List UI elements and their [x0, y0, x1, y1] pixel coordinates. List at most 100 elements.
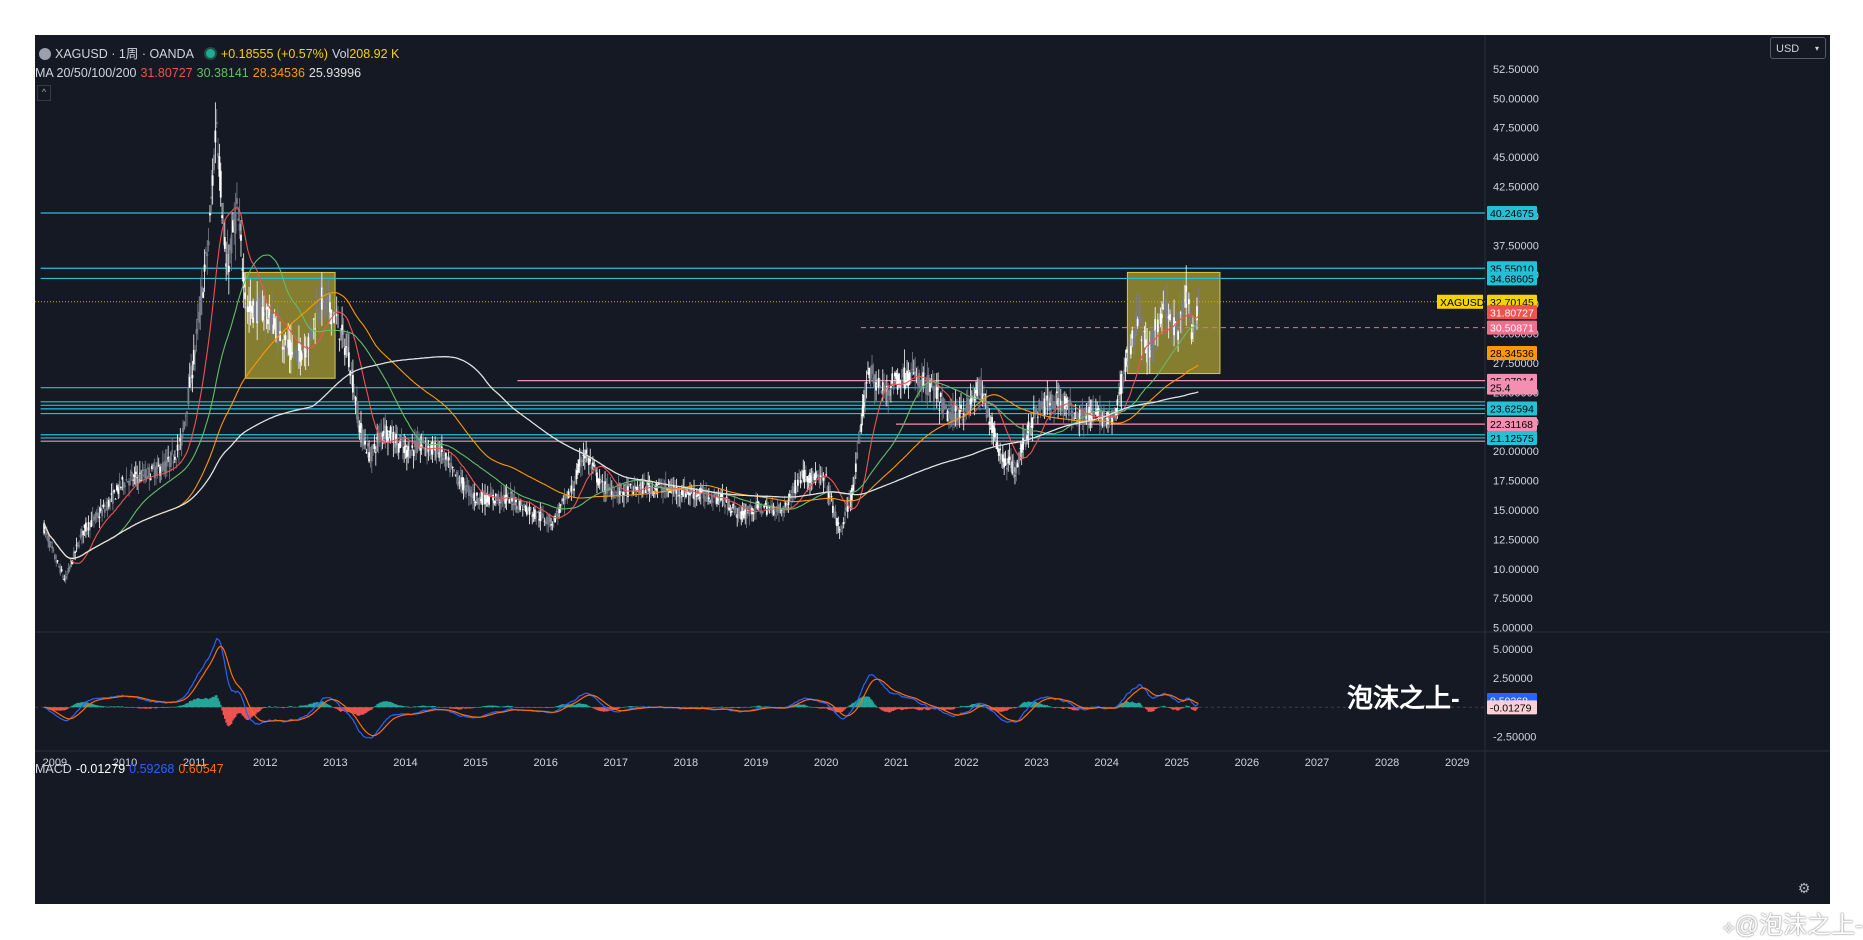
macd-hist-bar: [850, 703, 853, 708]
macd-hist-bar: [695, 707, 698, 708]
macd-hist-bar: [365, 707, 368, 713]
candle-body: [1038, 400, 1041, 412]
macd-hist-bar: [926, 707, 929, 711]
macd-hist-bar: [538, 707, 540, 708]
macd-hist-bar: [225, 707, 227, 723]
macd-hist-bar: [219, 704, 222, 708]
macd-hist-bar: [472, 707, 474, 709]
candle-body: [463, 488, 466, 491]
macd-hist-bar: [253, 707, 256, 716]
macd-hist-bar: [996, 707, 999, 712]
macd-hist-bar: [422, 705, 424, 708]
macd-hist-bar: [75, 703, 78, 708]
candle-body: [706, 491, 709, 502]
macd-hist-bar: [135, 707, 137, 708]
candle-body: [488, 496, 490, 505]
candle-body: [1027, 421, 1030, 434]
macd-hist-bar: [1074, 707, 1077, 711]
price-tag: 40.24675: [1490, 208, 1534, 220]
candle-body: [269, 315, 272, 331]
currency-select[interactable]: USD ▾: [1770, 37, 1826, 59]
candle-body: [230, 234, 233, 254]
candle-body: [958, 408, 961, 419]
candle-body: [787, 499, 790, 506]
candle-body: [536, 511, 539, 513]
candle-body: [821, 473, 824, 477]
macd-hist-bar: [438, 707, 440, 708]
macd-hist-bar: [211, 696, 214, 708]
macd-hist-bar: [442, 707, 445, 708]
macd-hist-bar: [914, 707, 916, 710]
macd-hist-bar: [1173, 707, 1175, 710]
macd-hist-bar: [902, 707, 904, 710]
macd-hist-bar: [496, 705, 498, 708]
macd-hist-bar: [156, 707, 159, 709]
macd-hist-bar: [864, 696, 867, 708]
chart-canvas[interactable]: 52.5000050.0000047.5000045.0000042.50000…: [35, 35, 1830, 904]
macd-hist-bar: [899, 707, 902, 710]
price-tick-label: 10.00000: [1493, 564, 1539, 576]
candle-body: [114, 498, 117, 500]
candle-body: [1050, 394, 1053, 404]
candle-body: [583, 455, 586, 459]
candle-body: [815, 475, 818, 477]
collapse-legend-button[interactable]: ^: [37, 85, 51, 101]
macd-hist-bar: [237, 707, 240, 714]
candle-body: [978, 381, 981, 396]
candle-body: [624, 483, 627, 487]
year-tick-label: 2014: [393, 757, 417, 769]
macd-hist-bar: [1131, 701, 1134, 708]
candle-body: [933, 387, 935, 403]
candle-body: [734, 507, 737, 510]
macd-hist-bar: [972, 703, 974, 708]
macd-hist-bar: [588, 705, 590, 708]
macd-hist-bar: [1047, 705, 1050, 708]
macd-hist-bar: [876, 707, 879, 708]
candle-body: [1156, 319, 1159, 333]
candle-body: [682, 488, 685, 497]
gear-icon[interactable]: ⚙: [1797, 880, 1811, 896]
macd-hist-bar: [118, 706, 121, 708]
candle-body: [279, 330, 281, 342]
candle-body: [397, 443, 400, 453]
macd-hist-bar: [418, 706, 420, 708]
candle-body: [1016, 463, 1019, 468]
macd-hist-bar: [557, 705, 559, 708]
macd-hist-bar: [687, 707, 690, 708]
candle-body: [226, 254, 229, 275]
candle-body: [128, 480, 130, 486]
macd-hist-bar: [628, 706, 631, 708]
macd-hist-bar: [689, 707, 691, 708]
candle-body: [791, 486, 794, 494]
macd-hist-bar: [149, 707, 152, 709]
candle-body: [906, 370, 908, 386]
macd-tick-label: 2.50000: [1493, 673, 1533, 685]
candle-body: [186, 411, 188, 413]
candle-body: [311, 330, 314, 336]
candle-body: [137, 478, 140, 484]
symbol-title[interactable]: XAGUSD · 1周 · OANDA: [55, 47, 194, 61]
macd-hist-bar: [1092, 706, 1094, 708]
candle-body: [931, 385, 934, 389]
candle-body: [744, 509, 747, 515]
candle-body: [764, 503, 767, 505]
macd-hist-bar: [895, 707, 898, 710]
macd-label[interactable]: MACD: [35, 762, 72, 776]
candle-body: [608, 486, 610, 490]
macd-hist-bar: [922, 707, 925, 710]
candle-body: [567, 491, 570, 499]
macd-hist-bar: [218, 701, 221, 708]
year-tick-label: 2019: [744, 757, 768, 769]
chevron-down-icon: ▾: [1814, 44, 1819, 53]
ma-label[interactable]: MA 20/50/100/200: [35, 66, 137, 80]
candle-body: [110, 493, 113, 495]
macd-hist-bar: [426, 706, 428, 708]
candle-body: [209, 213, 211, 216]
candle-body: [449, 462, 451, 473]
candle-body: [489, 492, 492, 498]
candle-body: [538, 519, 540, 521]
chart-frame[interactable]: 52.50000 50.00000 47.50000 45.00000 42.50000…: [35, 35, 1830, 904]
candle-body: [225, 263, 228, 267]
candle-body: [542, 513, 544, 519]
candle-body: [153, 468, 156, 479]
